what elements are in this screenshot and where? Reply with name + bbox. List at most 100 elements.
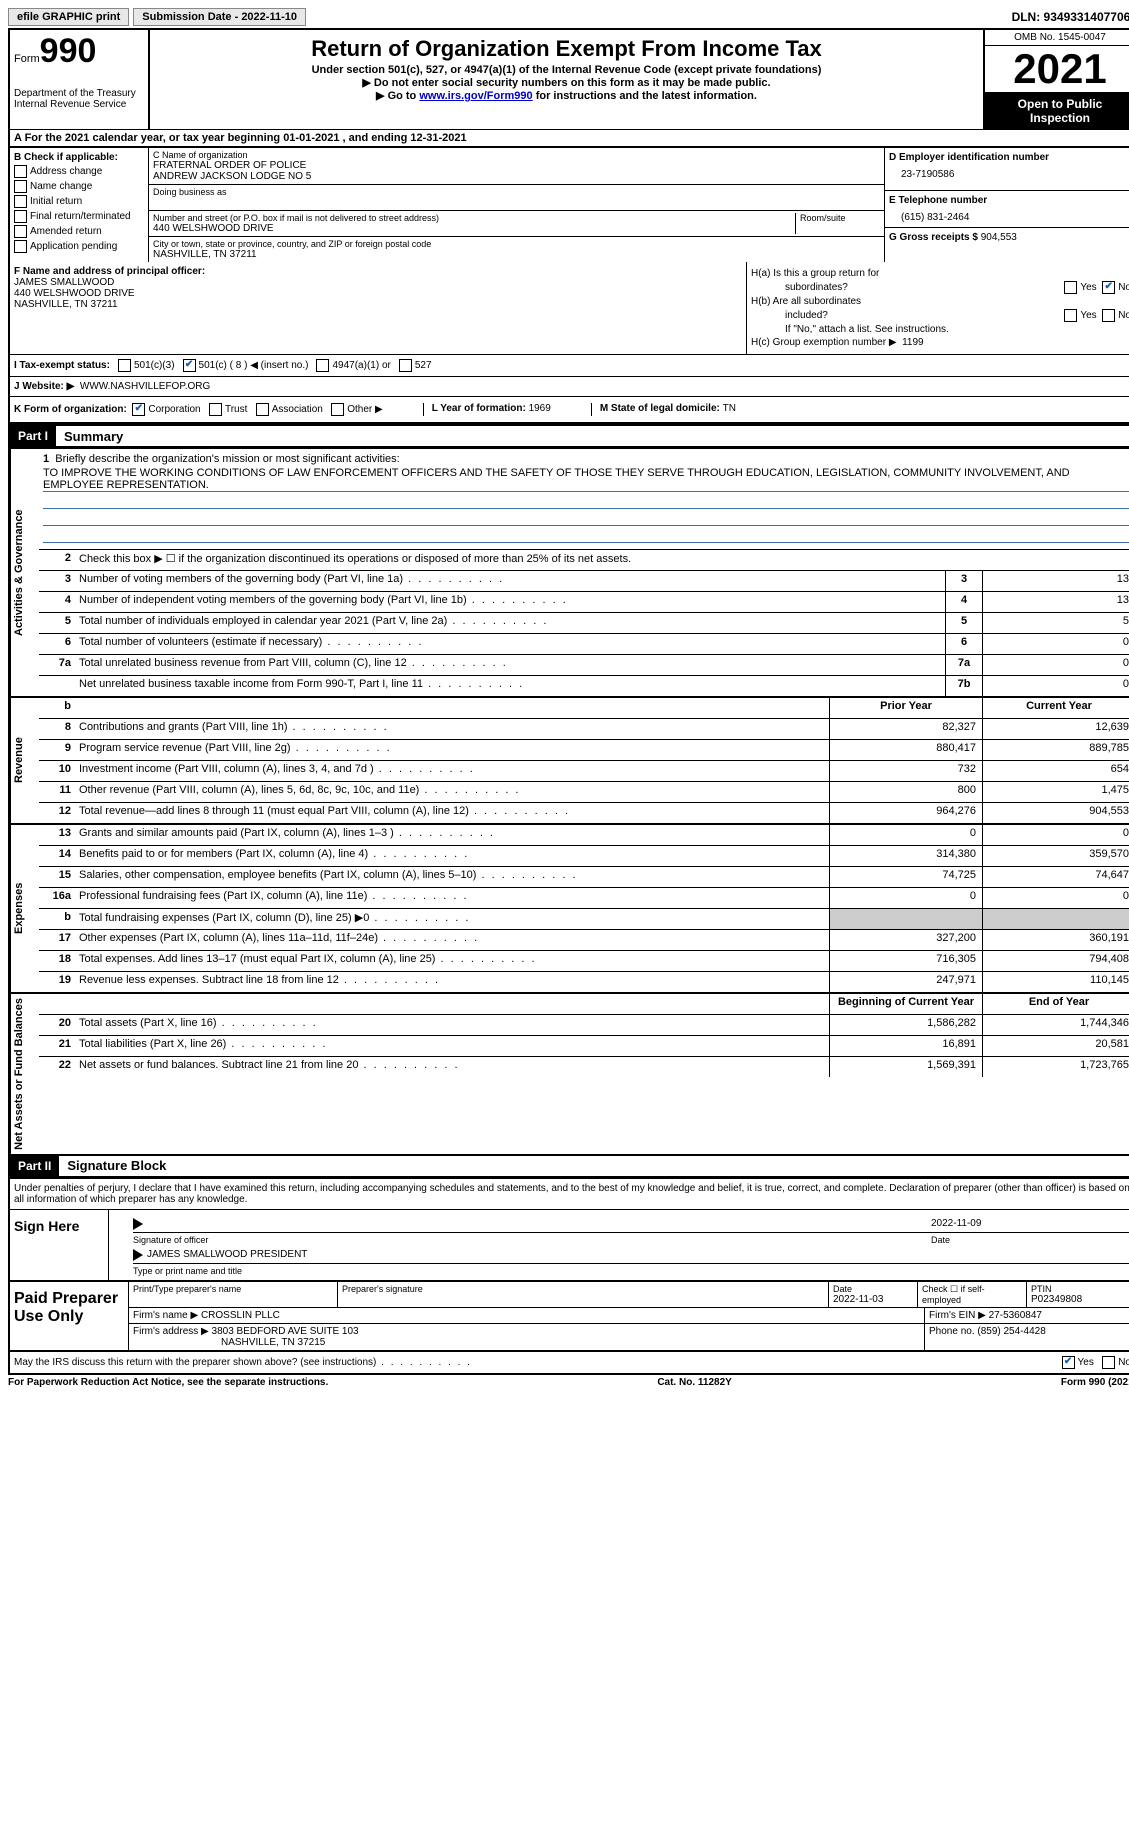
- cb-other[interactable]: [331, 403, 344, 416]
- page-footer: For Paperwork Reduction Act Notice, see …: [8, 1375, 1129, 1390]
- section-h: H(a) Is this a group return for subordin…: [747, 262, 1129, 354]
- year-formation: 1969: [529, 403, 551, 414]
- summary-row: 5Total number of individuals employed in…: [39, 613, 1129, 634]
- officer-signed-name: JAMES SMALLWOOD PRESIDENT: [147, 1249, 307, 1261]
- tab-governance: Activities & Governance: [10, 449, 39, 696]
- section-a-tax-year: A For the 2021 calendar year, or tax yea…: [8, 129, 1129, 148]
- summary-row: 12Total revenue—add lines 8 through 11 (…: [39, 803, 1129, 823]
- hb-note: If "No," attach a list. See instructions…: [751, 324, 1129, 335]
- subtitle-1: Under section 501(c), 527, or 4947(a)(1)…: [154, 64, 979, 76]
- summary-row: 9Program service revenue (Part VIII, lin…: [39, 740, 1129, 761]
- cb-amended-return[interactable]: Amended return: [14, 225, 144, 238]
- gross-receipts-value: 904,553: [981, 232, 1017, 243]
- firm-name: CROSSLIN PLLC: [201, 1310, 280, 1321]
- firm-ein: 27-5360847: [989, 1310, 1042, 1321]
- footer-left: For Paperwork Reduction Act Notice, see …: [8, 1377, 328, 1388]
- org-name-2: ANDREW JACKSON LODGE NO 5: [153, 171, 880, 182]
- cb-application-pending[interactable]: Application pending: [14, 240, 144, 253]
- col-b-label: B Check if applicable:: [14, 152, 144, 163]
- summary-row: 14Benefits paid to or for members (Part …: [39, 846, 1129, 867]
- efile-print-button[interactable]: efile GRAPHIC print: [8, 8, 129, 26]
- sign-here-label: Sign Here: [10, 1210, 109, 1280]
- summary-row: 20Total assets (Part X, line 16)1,586,28…: [39, 1015, 1129, 1036]
- cb-501c[interactable]: [183, 359, 196, 372]
- discuss-no[interactable]: [1102, 1356, 1115, 1369]
- dln-number: DLN: 93493314077062: [1012, 10, 1129, 24]
- col-c-org-info: C Name of organization FRATERNAL ORDER O…: [149, 148, 884, 262]
- cb-association[interactable]: [256, 403, 269, 416]
- summary-row: 16aProfessional fundraising fees (Part I…: [39, 888, 1129, 909]
- part-1-title: Summary: [56, 429, 123, 444]
- website-row: J Website: ▶ WWW.NASHVILLEFOP.ORG: [8, 377, 1129, 397]
- part-2-header-row: Part II Signature Block: [8, 1156, 1129, 1178]
- summary-row: 17Other expenses (Part IX, column (A), l…: [39, 930, 1129, 951]
- form-header: Form990 Department of the Treasury Inter…: [8, 28, 1129, 129]
- cb-4947[interactable]: [316, 359, 329, 372]
- summary-net-assets: Net Assets or Fund Balances Beginning of…: [8, 994, 1129, 1156]
- tax-year: 2021: [985, 46, 1129, 93]
- ha-yes[interactable]: [1064, 281, 1077, 294]
- hb-no[interactable]: [1102, 309, 1115, 322]
- cb-final-return[interactable]: Final return/terminated: [14, 210, 144, 223]
- cb-527[interactable]: [399, 359, 412, 372]
- omb-number: OMB No. 1545-0047: [985, 30, 1129, 46]
- self-employed-check[interactable]: Check ☐ if self-employed: [918, 1282, 1027, 1307]
- tab-net-assets: Net Assets or Fund Balances: [10, 994, 39, 1154]
- irs-link[interactable]: www.irs.gov/Form990: [419, 90, 532, 102]
- col-b-checkboxes: B Check if applicable: Address change Na…: [10, 148, 149, 262]
- mission-block: 1 Briefly describe the organization's mi…: [39, 449, 1129, 549]
- subtitle-3: ▶ Go to www.irs.gov/Form990 for instruct…: [154, 89, 979, 102]
- part-2-badge: Part II: [10, 1156, 59, 1176]
- officer-name: JAMES SMALLWOOD: [14, 277, 742, 288]
- open-public-badge: Open to Public Inspection: [985, 93, 1129, 129]
- summary-revenue: Revenue b Prior Year Current Year 8Contr…: [8, 698, 1129, 825]
- cb-initial-return[interactable]: Initial return: [14, 195, 144, 208]
- subtitle-2: ▶ Do not enter social security numbers o…: [154, 76, 979, 89]
- mission-text: TO IMPROVE THE WORKING CONDITIONS OF LAW…: [43, 467, 1129, 492]
- rev-header-row: b Prior Year Current Year: [39, 698, 1129, 719]
- summary-row: 3Number of voting members of the governi…: [39, 571, 1129, 592]
- form-label: Form: [14, 53, 40, 65]
- summary-row: 4Number of independent voting members of…: [39, 592, 1129, 613]
- identity-grid: B Check if applicable: Address change Na…: [8, 148, 1129, 262]
- cb-address-change[interactable]: Address change: [14, 165, 144, 178]
- org-name-cell: C Name of organization FRATERNAL ORDER O…: [149, 148, 884, 185]
- form-of-org-row: K Form of organization: Corporation Trus…: [8, 397, 1129, 424]
- irs-label: Internal Revenue Service: [14, 99, 144, 110]
- hb-yes[interactable]: [1064, 309, 1077, 322]
- phone-value: (615) 831-2464: [889, 206, 1129, 223]
- penalty-text: Under penalties of perjury, I declare th…: [10, 1179, 1129, 1210]
- part-2-title: Signature Block: [59, 1158, 166, 1173]
- signature-block: Under penalties of perjury, I declare th…: [8, 1178, 1129, 1282]
- sign-date: 2022-11-09: [931, 1218, 1129, 1230]
- discuss-row: May the IRS discuss this return with the…: [8, 1352, 1129, 1375]
- gross-receipts-cell: G Gross receipts $ 904,553: [885, 228, 1129, 247]
- cb-corporation[interactable]: [132, 403, 145, 416]
- principal-officer: F Name and address of principal officer:…: [10, 262, 747, 354]
- summary-row: 18Total expenses. Add lines 13–17 (must …: [39, 951, 1129, 972]
- header-left: Form990 Department of the Treasury Inter…: [10, 30, 150, 129]
- ha-no[interactable]: [1102, 281, 1115, 294]
- cb-trust[interactable]: [209, 403, 222, 416]
- firm-addr2: NASHVILLE, TN 37215: [133, 1337, 920, 1348]
- summary-row: 19Revenue less expenses. Subtract line 1…: [39, 972, 1129, 992]
- cb-501c3[interactable]: [118, 359, 131, 372]
- cb-name-change[interactable]: Name change: [14, 180, 144, 193]
- org-name-1: FRATERNAL ORDER OF POLICE: [153, 160, 880, 171]
- form-990-number: 990: [40, 32, 97, 70]
- header-right: OMB No. 1545-0047 2021 Open to Public In…: [983, 30, 1129, 129]
- discuss-yes[interactable]: [1062, 1356, 1075, 1369]
- summary-row: 8Contributions and grants (Part VIII, li…: [39, 719, 1129, 740]
- form-title: Return of Organization Exempt From Incom…: [154, 36, 979, 62]
- line-2-label: Check this box ▶ ☐ if the organization d…: [75, 550, 1129, 570]
- street-address: 440 WELSHWOOD DRIVE: [153, 223, 795, 234]
- summary-row: 15Salaries, other compensation, employee…: [39, 867, 1129, 888]
- summary-row: 11Other revenue (Part VIII, column (A), …: [39, 782, 1129, 803]
- phone-cell: E Telephone number (615) 831-2464: [885, 191, 1129, 228]
- summary-row: Net unrelated business taxable income fr…: [39, 676, 1129, 696]
- summary-expenses: Expenses 13Grants and similar amounts pa…: [8, 825, 1129, 994]
- footer-right: Form 990 (2021): [1061, 1377, 1129, 1388]
- footer-mid: Cat. No. 11282Y: [657, 1377, 731, 1388]
- summary-governance: Activities & Governance 1 Briefly descri…: [8, 448, 1129, 698]
- summary-row: 6Total number of volunteers (estimate if…: [39, 634, 1129, 655]
